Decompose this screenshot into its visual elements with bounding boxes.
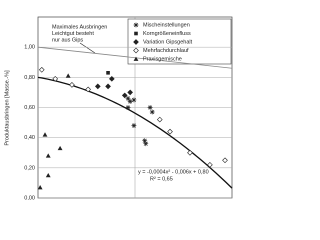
point [85,86,91,93]
point [65,73,71,78]
legend-label: Praxisgemische [143,56,182,62]
y-axis-label: Produktausbringen [Masse.-%] [4,70,10,146]
annotation: Leichtgut besteht [52,31,94,37]
point [125,105,131,110]
page: {"chart_data":{"type":"scatter", "ylabel… [4,16,233,200]
chart: Produktausbringen [Masse.-%] 0,00 0,20 0,4… [4,16,233,200]
point [52,76,59,82]
point [222,157,228,164]
y-tick-label: 1,00 [24,45,35,51]
point [37,185,43,190]
y-tick-label: 0,00 [24,195,35,200]
point [109,76,115,82]
point [156,116,163,123]
point [131,123,137,128]
legend-label: Mischeinstellungen [143,22,190,28]
point [125,96,131,101]
point [147,105,153,110]
point [42,132,48,137]
point [69,82,75,88]
point [45,153,51,158]
legend-label: Korngrößeneinfluss [143,31,191,37]
point [45,172,51,178]
point [105,83,111,90]
legend-marker [133,47,139,54]
max-line [37,46,233,69]
annotation: nur aus Gips [52,37,83,43]
legend-label: Mehrfachdurchlauf [143,48,189,54]
legend-marker [133,39,139,45]
point [38,66,45,73]
y-tick-label: 0,80 [24,75,35,81]
point [167,128,173,135]
point [207,161,213,168]
r-squared: R² = 0,65 [150,176,173,182]
point [106,71,110,75]
legend-box [127,18,232,65]
point [143,141,149,147]
legend-marker [133,22,139,28]
legend-label: Variation Gipsgehalt [143,39,193,45]
equation: y = -0,0004x² - 0,006x + 0,80 [138,169,209,175]
point [127,89,133,96]
y-tick-label: 0,60 [24,105,35,111]
legend-marker [133,56,139,61]
point [57,145,63,151]
point [127,99,133,104]
annotation: Maximales Ausbringen [52,24,107,30]
point [131,97,137,103]
legend-marker [134,31,138,36]
point [187,149,193,156]
annotation-arrow [79,42,96,54]
point [149,109,155,115]
point [121,92,128,99]
point [142,138,148,144]
point [94,83,101,90]
y-tick-label: 0,40 [24,135,35,141]
y-tick-label: 0,20 [24,165,35,171]
